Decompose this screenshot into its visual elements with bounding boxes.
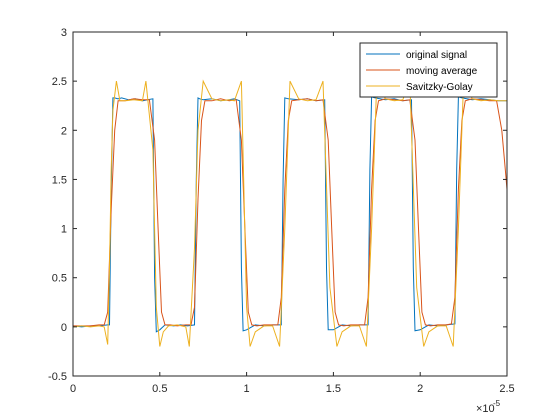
- x-tick-label: 1: [244, 383, 250, 395]
- x-axis-ticks: 0 0.5 1 1.5 2 2.5: [70, 32, 515, 395]
- x-tick-label: 2.5: [499, 383, 514, 395]
- series-lines: [72, 79, 508, 347]
- series-line-1: [73, 98, 508, 327]
- x-tick-label: 0: [70, 383, 76, 395]
- axes-box: [72, 31, 508, 377]
- y-tick-label: -0.5: [48, 371, 67, 383]
- legend-label-2: Savitzky-Golay: [406, 82, 473, 93]
- x-tick-label: 2: [417, 383, 423, 395]
- y-tick-label: 0: [61, 322, 67, 334]
- x-exponent-power: -5: [493, 399, 501, 408]
- x-tick-label: 0.5: [152, 383, 167, 395]
- x-exponent-base: ×10: [476, 403, 495, 415]
- x-tick-label: 1.5: [326, 383, 341, 395]
- series-line-2: [72, 79, 507, 347]
- y-tick-label: 2: [61, 125, 67, 137]
- legend-label-1: moving average: [406, 66, 478, 77]
- legend-label-0: original signal: [406, 50, 467, 61]
- legend: original signal moving average Savitzky-Go…: [359, 42, 498, 98]
- x-axis-exponent: ×10 -5: [476, 399, 501, 415]
- y-tick-label: 3: [61, 27, 67, 39]
- y-tick-label: 0.5: [52, 273, 67, 285]
- y-tick-label: 1: [61, 224, 67, 236]
- y-tick-label: 1.5: [52, 174, 67, 186]
- y-tick-label: 2.5: [52, 76, 67, 88]
- y-axis-ticks: -0.5 0 0.5 1 1.5 2 2.5 3: [48, 27, 507, 383]
